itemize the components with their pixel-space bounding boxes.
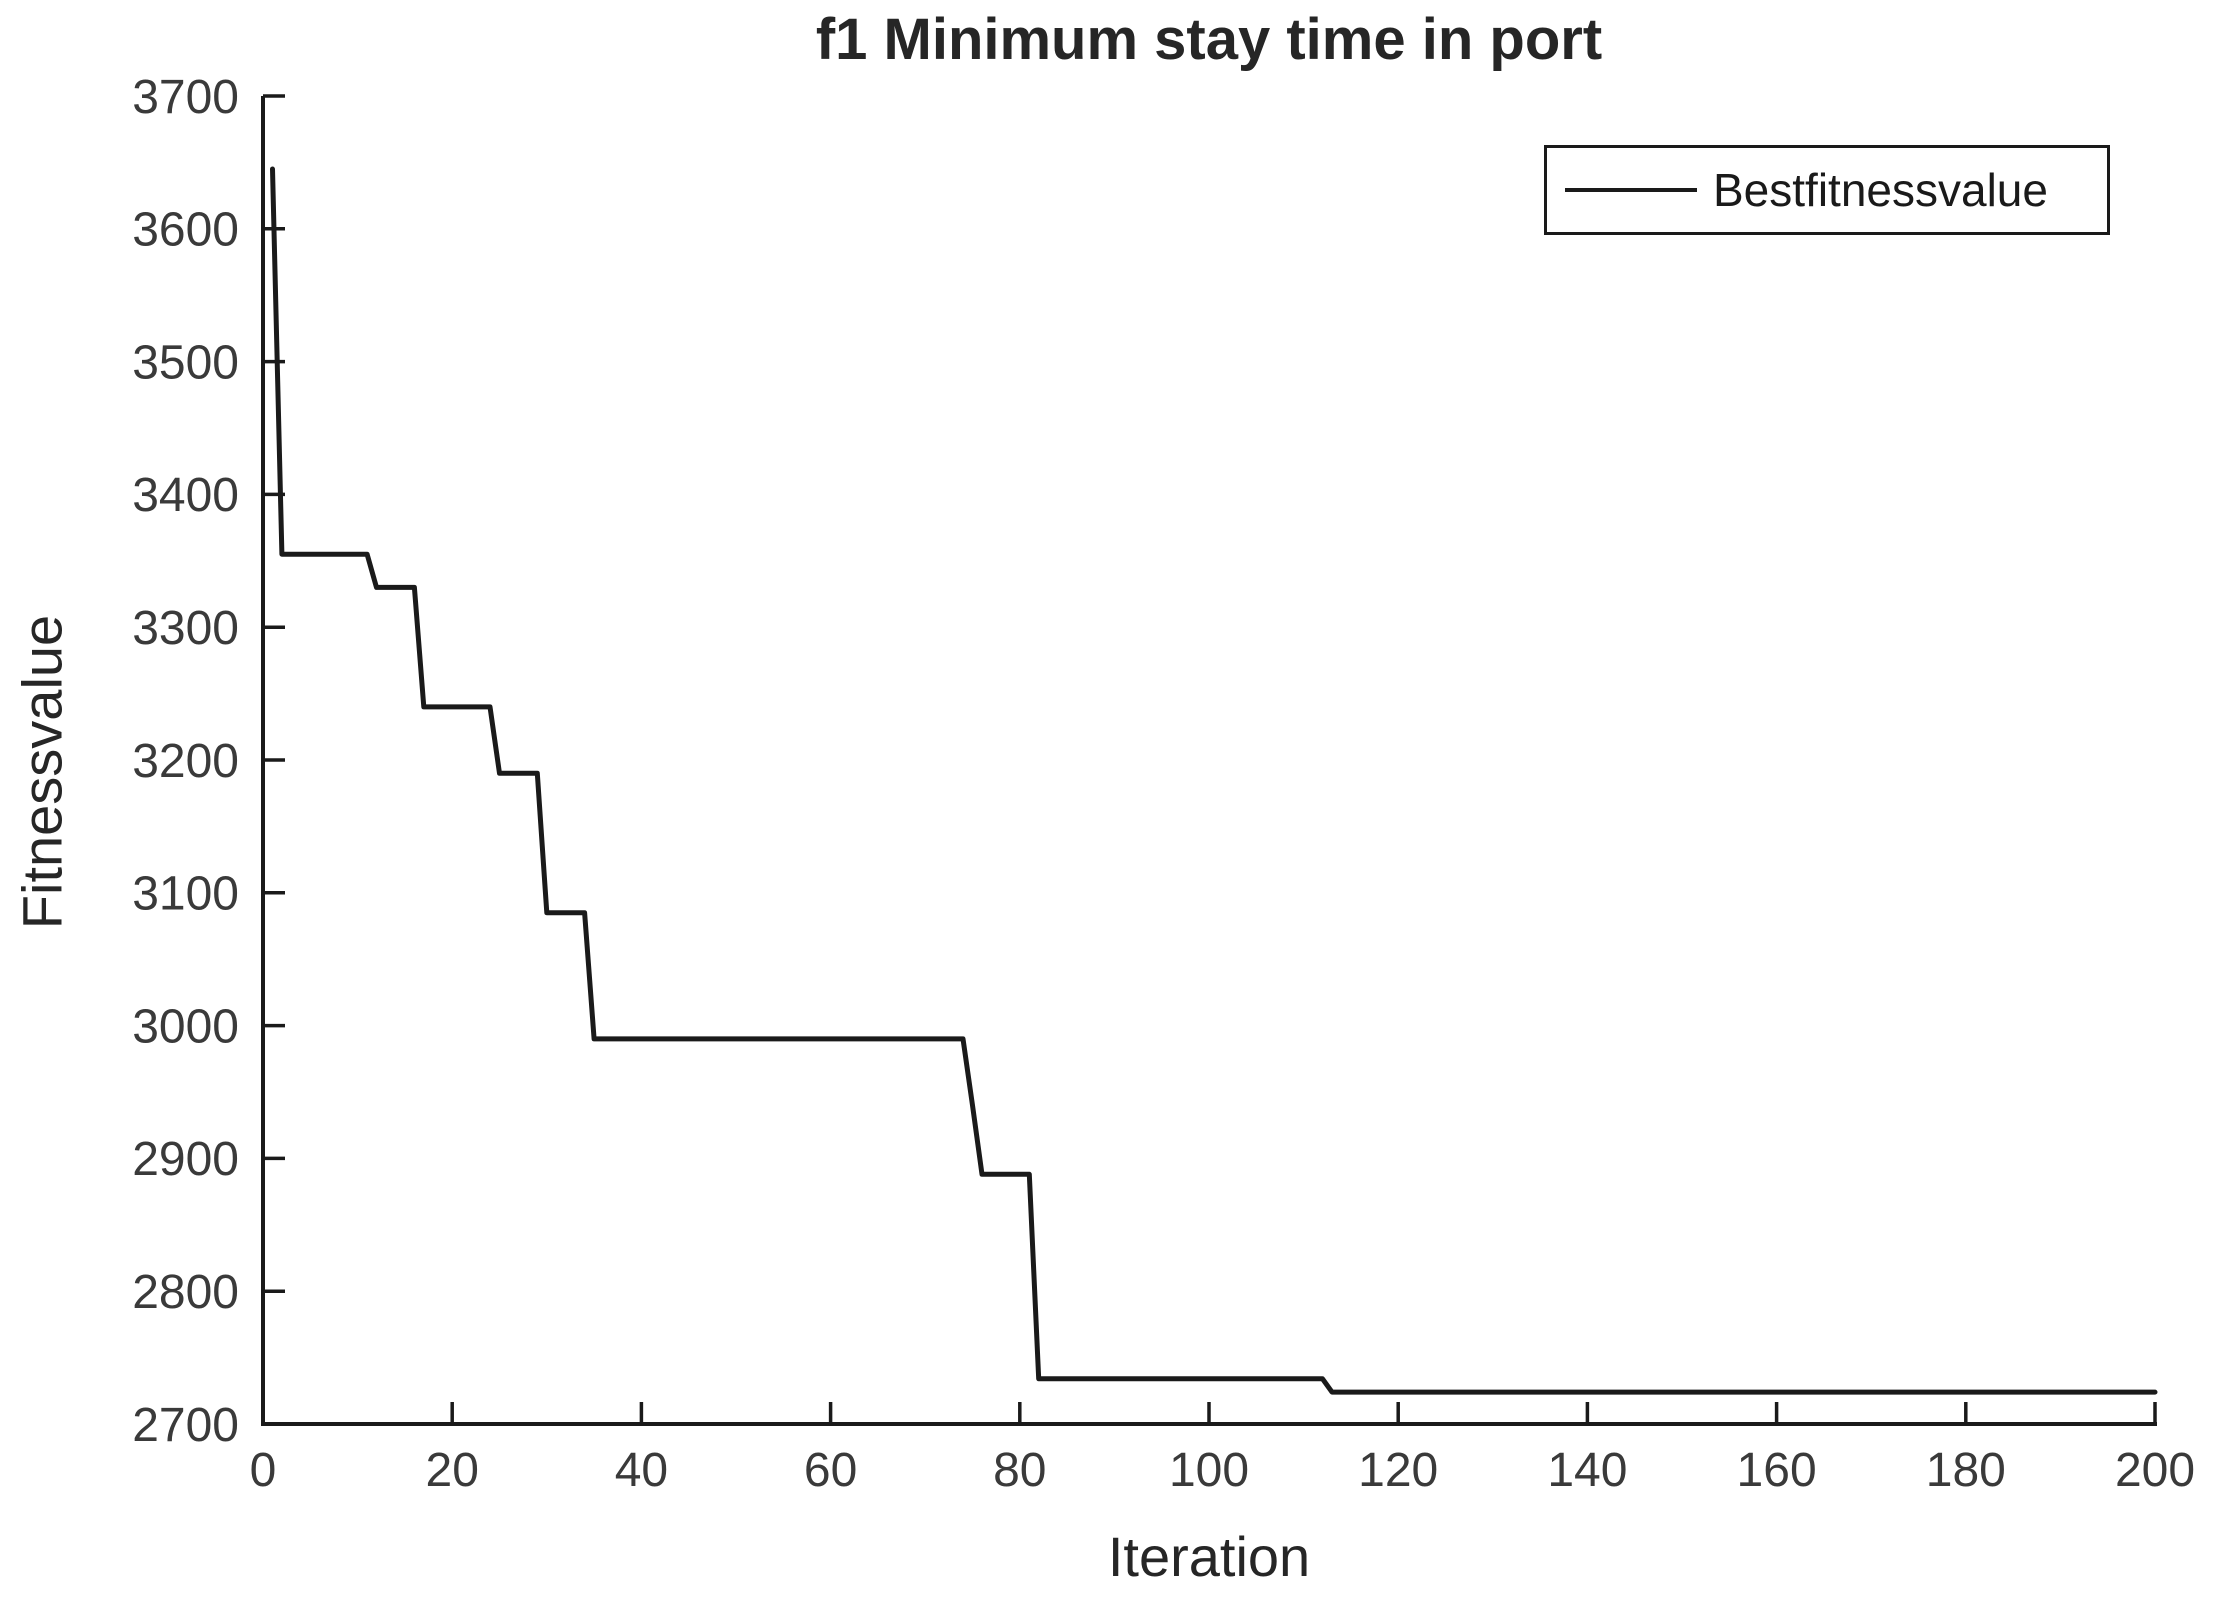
- svg-text:0: 0: [250, 1444, 277, 1497]
- svg-text:20: 20: [426, 1444, 479, 1497]
- legend-box: Bestfitnessvalue: [1544, 145, 2110, 235]
- svg-text:3100: 3100: [132, 868, 239, 921]
- svg-text:2800: 2800: [132, 1266, 239, 1319]
- svg-text:80: 80: [993, 1444, 1046, 1497]
- svg-text:3400: 3400: [132, 469, 239, 522]
- svg-text:40: 40: [615, 1444, 668, 1497]
- legend-line-swatch: [1565, 188, 1697, 192]
- svg-text:120: 120: [1358, 1444, 1438, 1497]
- svg-text:3700: 3700: [132, 71, 239, 124]
- svg-text:100: 100: [1169, 1444, 1249, 1497]
- x-axis-label: Iteration: [1107, 1525, 1311, 1588]
- svg-text:3600: 3600: [132, 204, 239, 257]
- svg-text:3300: 3300: [132, 602, 239, 655]
- legend-label: Bestfitnessvalue: [1713, 164, 2048, 216]
- svg-text:140: 140: [1547, 1444, 1627, 1497]
- svg-text:3500: 3500: [132, 336, 239, 389]
- svg-text:160: 160: [1737, 1444, 1817, 1497]
- svg-text:200: 200: [2115, 1444, 2195, 1497]
- svg-text:180: 180: [1926, 1444, 2006, 1497]
- svg-text:3000: 3000: [132, 1000, 239, 1053]
- svg-text:3200: 3200: [132, 735, 239, 788]
- svg-text:60: 60: [804, 1444, 857, 1497]
- svg-text:2900: 2900: [132, 1133, 239, 1186]
- svg-text:2700: 2700: [132, 1399, 239, 1452]
- chart-title: f1 Minimum stay time in port: [815, 7, 1603, 72]
